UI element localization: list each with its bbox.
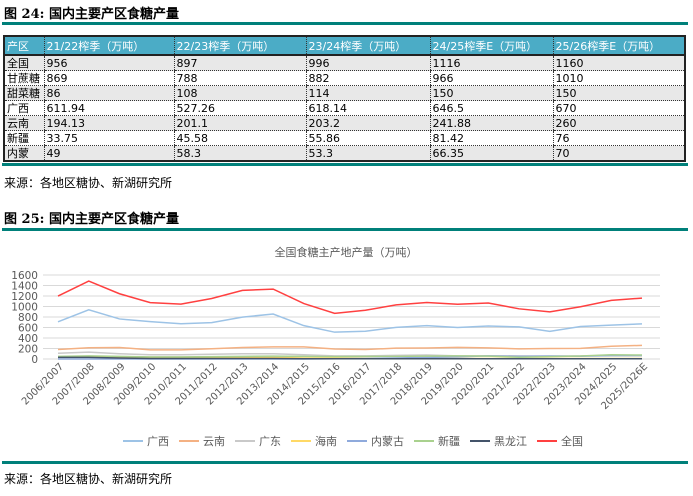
legend-label: 全国 (561, 434, 583, 448)
table-cell: 869 (43, 70, 174, 86)
column-header: 21/22榨季（万吨） (43, 36, 174, 56)
table-cell: 114 (305, 85, 430, 101)
table-row: 广西 611.94 527.26 618.14 646.5 670 (3, 100, 685, 116)
table-cell: 1160 (552, 55, 685, 71)
legend-label: 黑龙江 (494, 435, 527, 448)
table-cell: 788 (173, 70, 306, 86)
table-cell: 108 (173, 85, 306, 101)
table-cell: 882 (305, 70, 430, 86)
table-cell: 897 (173, 55, 306, 71)
table-row: 甜菜糖 86 108 114 150 150 (3, 85, 685, 101)
legend-label: 新疆 (438, 434, 460, 448)
table-cell: 201.1 (173, 115, 306, 131)
production-table: 产区 21/22榨季（万吨） 22/23榨季（万吨） 23/24榨季（万吨） 24/25… (3, 35, 686, 162)
table-row: 云南 194.13 201.1 203.2 241.88 260 (3, 115, 685, 131)
table-cell: 49 (43, 145, 174, 162)
legend-label: 海南 (315, 434, 337, 448)
table-cell: 150 (429, 85, 553, 101)
y-tick-label: 1200 (11, 291, 38, 303)
legend-label: 广西 (147, 435, 169, 448)
table-cell: 66.35 (429, 145, 553, 162)
table-cell: 81.42 (429, 130, 553, 146)
y-tick-label: 1600 (11, 270, 38, 282)
series-line-广西 (57, 308, 643, 333)
legend-label: 广东 (259, 435, 281, 448)
figure-24-title: 图 24: 国内主要产区食糖产量 (4, 7, 179, 22)
legend-label: 内蒙古 (371, 434, 404, 448)
table-cell: 45.58 (173, 130, 306, 146)
table-cell: 996 (305, 55, 430, 71)
table-cell: 956 (43, 55, 174, 71)
table-cell: 241.88 (429, 115, 553, 131)
table-cell: 150 (552, 85, 685, 101)
table-cell: 618.14 (305, 100, 430, 116)
y-tick-label: 800 (18, 312, 38, 324)
table-row: 新疆 33.75 45.58 55.86 81.42 76 (3, 130, 685, 146)
table-cell: 广西 (3, 100, 44, 116)
y-tick-label: 400 (18, 333, 38, 345)
table-cell: 966 (429, 70, 553, 86)
divider (2, 228, 688, 231)
y-tick-label: 0 (31, 354, 38, 366)
table-cell: 70 (552, 145, 685, 162)
table-cell: 33.75 (43, 130, 174, 146)
column-header: 产区 (3, 36, 44, 56)
series-line-黑龙江 (58, 356, 642, 360)
table-cell: 53.3 (305, 145, 430, 162)
table-cell: 646.5 (429, 100, 553, 116)
column-header: 24/25榨季E（万吨） (429, 36, 553, 56)
y-tick-label: 600 (18, 323, 38, 335)
table-cell: 内蒙 (3, 145, 44, 162)
series-line-全国 (57, 280, 643, 315)
y-tick-label: 1000 (11, 302, 38, 314)
table-cell: 203.2 (305, 115, 430, 131)
table-cell: 甘蔗糖 (3, 70, 44, 86)
y-tick-label: 200 (18, 344, 38, 356)
table-cell: 260 (552, 115, 685, 131)
series-line-新疆 (57, 353, 643, 358)
table-cell: 新疆 (3, 130, 44, 146)
figure-25-source: 来源：各地区糖协、新湖研究所 (4, 472, 173, 486)
chart-title: 全国食糖主产地产量（万吨） (275, 245, 418, 259)
table-row: 甘蔗糖 869 788 882 966 1010 (3, 70, 685, 86)
table-cell: 611.94 (43, 100, 174, 116)
divider (2, 22, 688, 25)
table-cell: 527.26 (173, 100, 306, 116)
table-row: 内蒙 49 58.3 53.3 66.35 70 (3, 145, 685, 162)
figure-24-source: 来源：各地区糖协、新湖研究所 (4, 176, 173, 190)
table-cell: 1010 (552, 70, 685, 86)
table-cell: 甜菜糖 (3, 85, 44, 101)
table-cell: 1116 (429, 55, 553, 71)
table-cell: 86 (43, 85, 174, 101)
production-line-chart: 全国食糖主产地产量（万吨） 020040060080010001200140016… (11, 245, 660, 448)
table-cell: 76 (552, 130, 685, 146)
table-cell: 全国 (3, 55, 44, 71)
figure-25-title: 图 25: 国内主要产区食糖产量 (4, 212, 179, 227)
column-header: 23/24榨季（万吨） (305, 36, 430, 56)
column-header: 25/26榨季E（万吨） (552, 36, 685, 56)
table-cell: 55.86 (305, 130, 430, 146)
table-cell: 云南 (3, 115, 44, 131)
table-cell: 58.3 (173, 145, 306, 162)
divider (2, 461, 688, 464)
table-cell: 670 (552, 100, 685, 116)
y-tick-label: 1400 (11, 281, 38, 293)
series-line-云南 (57, 344, 643, 351)
table-cell: 194.13 (43, 115, 174, 131)
divider (2, 163, 688, 166)
table-row: 全国 956 897 996 1116 1160 (3, 55, 685, 71)
legend-label: 云南 (203, 435, 225, 448)
column-header: 22/23榨季（万吨） (173, 36, 306, 56)
